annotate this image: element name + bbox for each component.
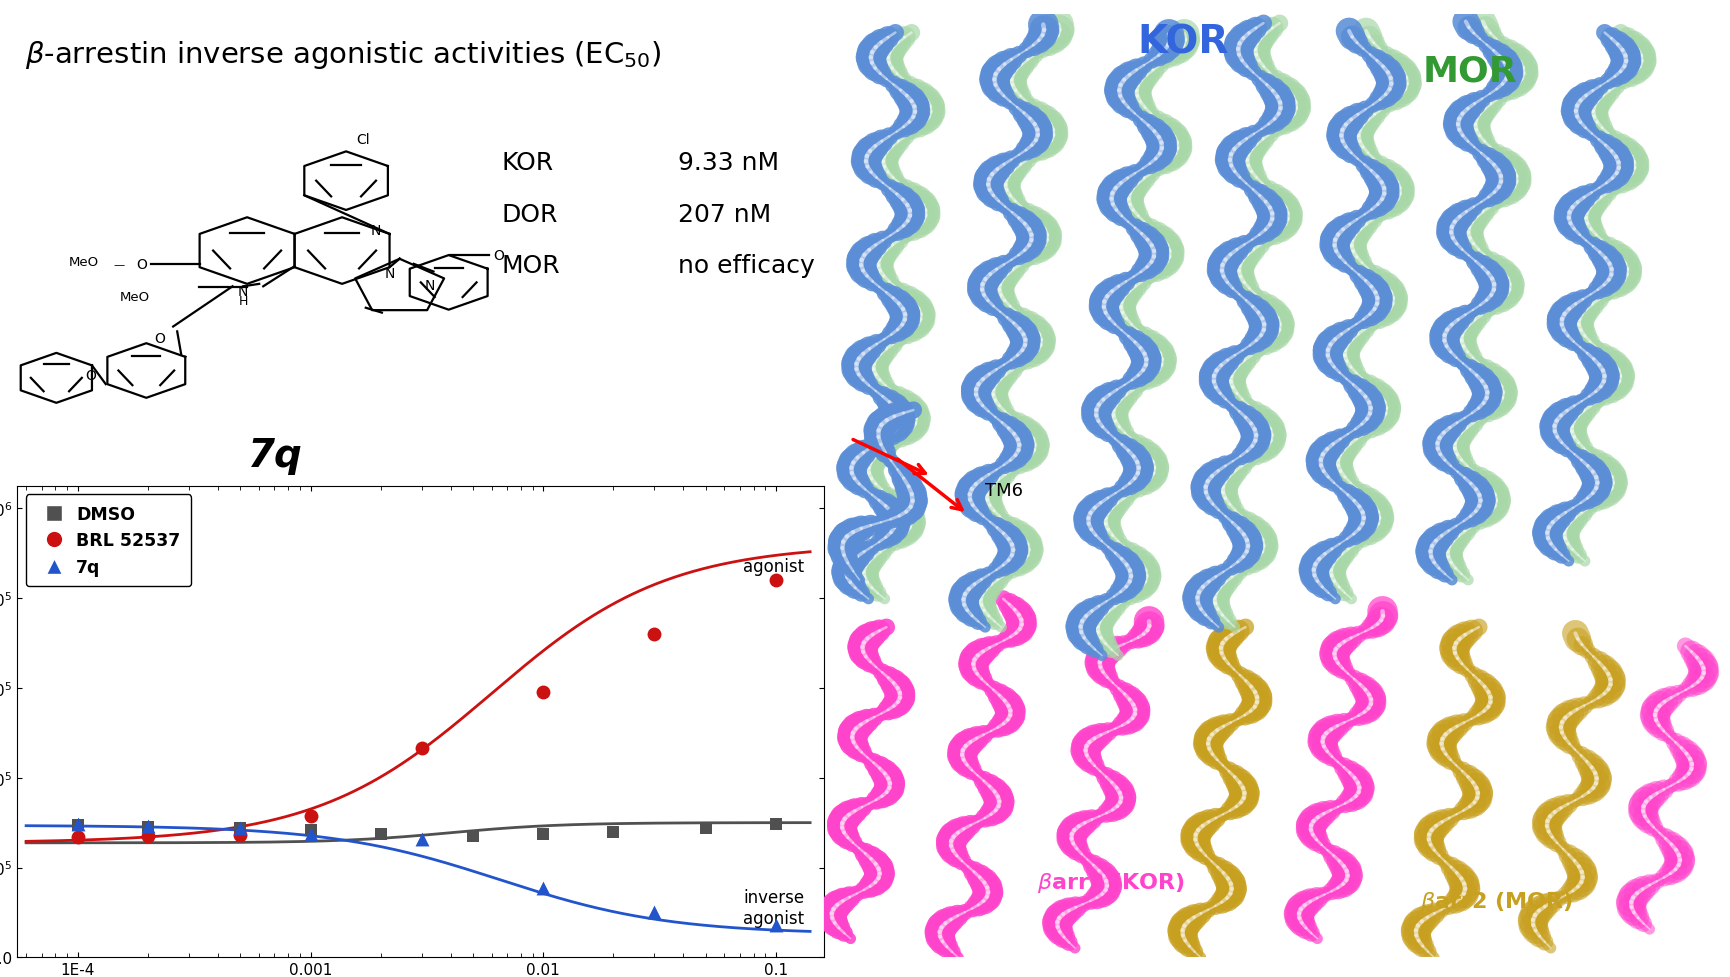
Text: $\beta$arr2 (KOR): $\beta$arr2 (KOR) [1036, 871, 1185, 894]
Text: O: O [137, 258, 147, 272]
Point [763, 917, 791, 933]
Text: 207 nM: 207 nM [678, 202, 772, 227]
Point [133, 820, 161, 835]
Text: N: N [384, 267, 394, 281]
Point [763, 573, 791, 588]
Text: agonist: agonist [742, 558, 804, 575]
Point [296, 827, 324, 842]
Point [296, 808, 324, 824]
Text: Cl: Cl [356, 133, 370, 148]
Text: MOR: MOR [502, 254, 561, 278]
Text: $\beta$-arrestin inverse agonistic activities (EC$_{50}$): $\beta$-arrestin inverse agonistic activ… [26, 39, 663, 70]
Point [227, 821, 254, 836]
Point [64, 817, 92, 832]
Text: TM6: TM6 [984, 482, 1022, 500]
Text: MeO: MeO [69, 256, 99, 269]
Text: MeO: MeO [119, 290, 151, 303]
Point [367, 827, 394, 842]
Text: 7q: 7q [247, 437, 303, 475]
Point [227, 821, 254, 836]
Text: N: N [239, 285, 247, 299]
Point [408, 831, 436, 847]
Point [600, 824, 628, 839]
Text: MOR: MOR [1422, 55, 1517, 88]
Text: no efficacy: no efficacy [678, 254, 815, 278]
Point [529, 827, 557, 842]
Point [640, 626, 668, 642]
Point [133, 819, 161, 834]
Point [296, 823, 324, 838]
Text: —: — [114, 260, 125, 270]
Point [408, 741, 436, 756]
Point [460, 828, 488, 844]
Text: $\beta$arr2 (MOR): $\beta$arr2 (MOR) [1420, 889, 1573, 913]
Text: DOR: DOR [502, 202, 557, 227]
Text: N: N [370, 224, 381, 237]
Point [692, 821, 720, 836]
Text: 9.33 nM: 9.33 nM [678, 151, 780, 175]
Point [133, 828, 161, 844]
Text: KOR: KOR [1137, 24, 1228, 62]
Text: H: H [239, 295, 247, 308]
Text: KOR: KOR [502, 151, 554, 175]
Point [64, 817, 92, 832]
Point [529, 880, 557, 896]
Text: O: O [493, 249, 503, 263]
Point [640, 905, 668, 920]
Point [227, 828, 254, 843]
Text: inverse
agonist: inverse agonist [742, 888, 804, 926]
Text: O: O [85, 368, 95, 382]
Text: N: N [426, 278, 436, 292]
Point [529, 685, 557, 701]
Text: O: O [154, 332, 164, 346]
Point [64, 829, 92, 845]
Legend: DMSO, BRL 52537, 7q: DMSO, BRL 52537, 7q [26, 494, 190, 587]
Point [763, 816, 791, 831]
